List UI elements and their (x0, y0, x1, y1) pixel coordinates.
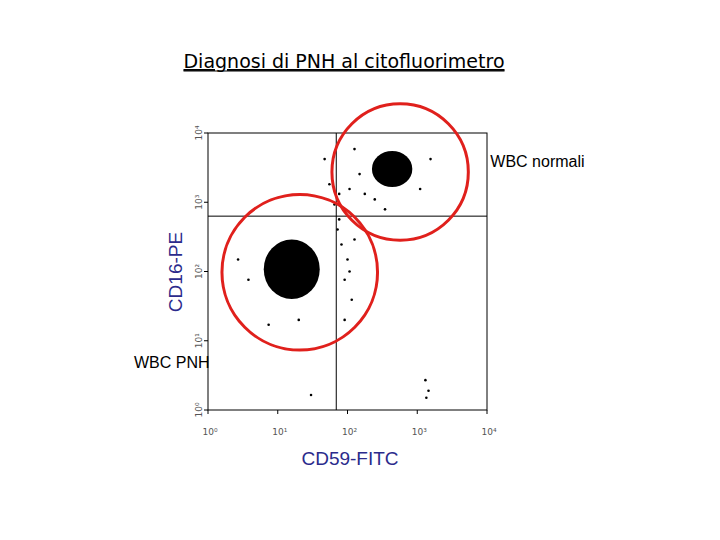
gate-circle (332, 104, 468, 240)
gate-circle (222, 194, 378, 350)
event-point (247, 278, 250, 281)
y-tick-label: 10³ (194, 194, 204, 209)
y-tick (204, 340, 208, 341)
y-axis-label: CD16-PE (165, 232, 186, 312)
marks (208, 133, 487, 410)
event-point (336, 228, 339, 231)
chart: Diagnosi di PNH al citofluorimetro 10⁰ 10¹… (0, 0, 720, 540)
event-point (425, 397, 428, 400)
event-point (427, 389, 430, 392)
event-point (424, 379, 427, 382)
event-point (350, 299, 353, 302)
event-point (429, 158, 432, 161)
y-tick (204, 410, 208, 411)
x-tick (347, 410, 348, 414)
event-point (346, 258, 349, 261)
title-underline (183, 71, 504, 72)
x-tick (208, 410, 209, 414)
quadrant-x (336, 133, 337, 410)
event-point (338, 193, 341, 196)
event-point (353, 148, 356, 151)
x-tick-label: 10⁰ (202, 427, 217, 437)
x-tick-label: 10² (342, 427, 357, 437)
event-point (343, 278, 346, 281)
y-tick-label: 10⁰ (194, 402, 204, 417)
y-tick (204, 202, 208, 203)
x-axis-label: CD59-FITC (301, 448, 398, 469)
event-point (419, 188, 422, 191)
event-point (353, 238, 356, 241)
x-tick (487, 410, 488, 414)
event-point (363, 193, 366, 196)
x-tick-label: 10³ (412, 427, 427, 437)
event-point (328, 183, 331, 186)
event-point (343, 319, 346, 322)
event-point (340, 243, 343, 246)
cluster-label: WBC PNH (134, 354, 210, 371)
event-point (297, 319, 300, 322)
y-tick-label: 10¹ (194, 333, 204, 348)
cluster-label: WBC normali (490, 153, 584, 170)
event-point (348, 270, 351, 273)
event-point (348, 188, 351, 191)
event-point (384, 208, 387, 211)
event-point (373, 198, 376, 201)
y-tick (204, 133, 208, 134)
cluster (372, 151, 412, 187)
plot-frame (208, 133, 487, 410)
x-tick-label: 10⁴ (481, 427, 496, 437)
event-point (237, 258, 240, 261)
y-tick-label: 10² (194, 264, 204, 279)
y-tick-label: 10⁴ (194, 125, 204, 140)
x-tick (417, 410, 418, 414)
x-tick (277, 410, 278, 414)
event-point (358, 173, 361, 176)
event-point (323, 158, 326, 161)
y-tick (204, 271, 208, 272)
event-point (338, 218, 341, 221)
event-point (267, 323, 270, 326)
cluster (264, 239, 320, 299)
title: Diagnosi di PNH al citofluorimetro (183, 50, 504, 72)
event-point (310, 394, 313, 397)
x-tick-label: 10¹ (272, 427, 287, 437)
